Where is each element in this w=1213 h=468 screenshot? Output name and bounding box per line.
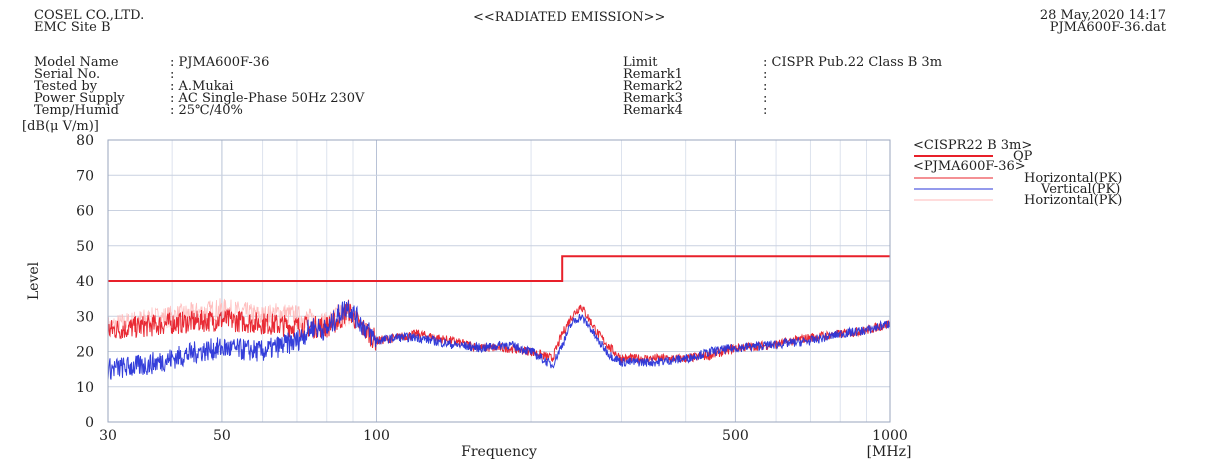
data-filename: PJMA600F-36.dat xyxy=(1049,20,1166,35)
info-label: Remark3 xyxy=(623,91,683,106)
legend-limit-group: <CISPR22 B 3m> xyxy=(913,138,1033,153)
x-tick-label: 100 xyxy=(363,428,390,444)
y-axis-unit: [dB(μ V/m)] xyxy=(22,119,99,134)
y-tick-label: 30 xyxy=(76,309,94,325)
info-label: Tested by xyxy=(34,79,98,94)
chart-series xyxy=(107,255,891,380)
info-value: : xyxy=(763,79,768,94)
legend-swatches xyxy=(914,155,993,201)
y-axis-label: Level xyxy=(26,261,42,300)
info-value: : 25℃/40% xyxy=(170,103,243,118)
y-tick-label: 70 xyxy=(76,168,94,184)
x-tick-label: 50 xyxy=(213,428,231,444)
legend-item-horizontal-2: Horizontal(PK) xyxy=(1024,193,1123,208)
legend-limit-item: QP xyxy=(1013,149,1033,164)
y-tick-label: 50 xyxy=(76,239,94,255)
series-vertical-pk xyxy=(107,300,891,380)
series-limit-qp xyxy=(108,255,890,282)
x-tick-label: 500 xyxy=(722,428,749,444)
info-label: Limit xyxy=(623,55,658,70)
info-label: Remark1 xyxy=(623,67,683,82)
info-value: : A.Mukai xyxy=(170,79,234,94)
x-tick-label: 30 xyxy=(99,428,117,444)
info-value: : PJMA600F-36 xyxy=(170,55,270,70)
x-axis-label: Frequency xyxy=(461,444,537,460)
info-value: : xyxy=(763,91,768,106)
info-label: Serial No. xyxy=(34,67,101,82)
info-label: Power Supply xyxy=(34,91,125,106)
info-value: : CISPR Pub.22 Class B 3m xyxy=(763,55,943,70)
info-value: : xyxy=(763,67,768,82)
info-value: : AC Single-Phase 50Hz 230V xyxy=(170,91,365,106)
plot-frame xyxy=(107,139,891,423)
company-name: COSEL CO.,LTD. xyxy=(34,8,145,23)
y-tick-label: 80 xyxy=(76,133,94,149)
chart-ticks: 0 10 20 30 40 50 60 70 80 30 50 100 500 1000 xyxy=(76,133,908,444)
info-label: Model Name xyxy=(34,55,119,70)
info-label: Temp/Humid xyxy=(34,103,119,118)
legend-item-vertical: Vertical(PK) xyxy=(1041,182,1121,197)
report-datetime: 28 May,2020 14:17 xyxy=(1039,8,1166,23)
info-label: Remark2 xyxy=(623,79,683,94)
y-tick-label: 20 xyxy=(76,345,94,361)
x-axis-unit: [MHz] xyxy=(867,444,912,460)
legend-item-horizontal: Horizontal(PK) xyxy=(1024,171,1123,186)
info-label: Remark4 xyxy=(623,103,683,118)
site-name: EMC Site B xyxy=(34,20,111,35)
x-tick-label: 1000 xyxy=(872,428,908,444)
y-tick-label: 10 xyxy=(76,380,94,396)
legend-data-group: <PJMA600F-36> xyxy=(913,159,1026,174)
y-tick-label: 0 xyxy=(85,415,94,431)
info-value: : xyxy=(763,103,768,118)
chart-title: <<RADIATED EMISSION>> xyxy=(473,10,666,25)
y-tick-label: 60 xyxy=(76,204,94,220)
y-tick-label: 40 xyxy=(76,274,94,290)
info-value: : xyxy=(170,67,175,82)
